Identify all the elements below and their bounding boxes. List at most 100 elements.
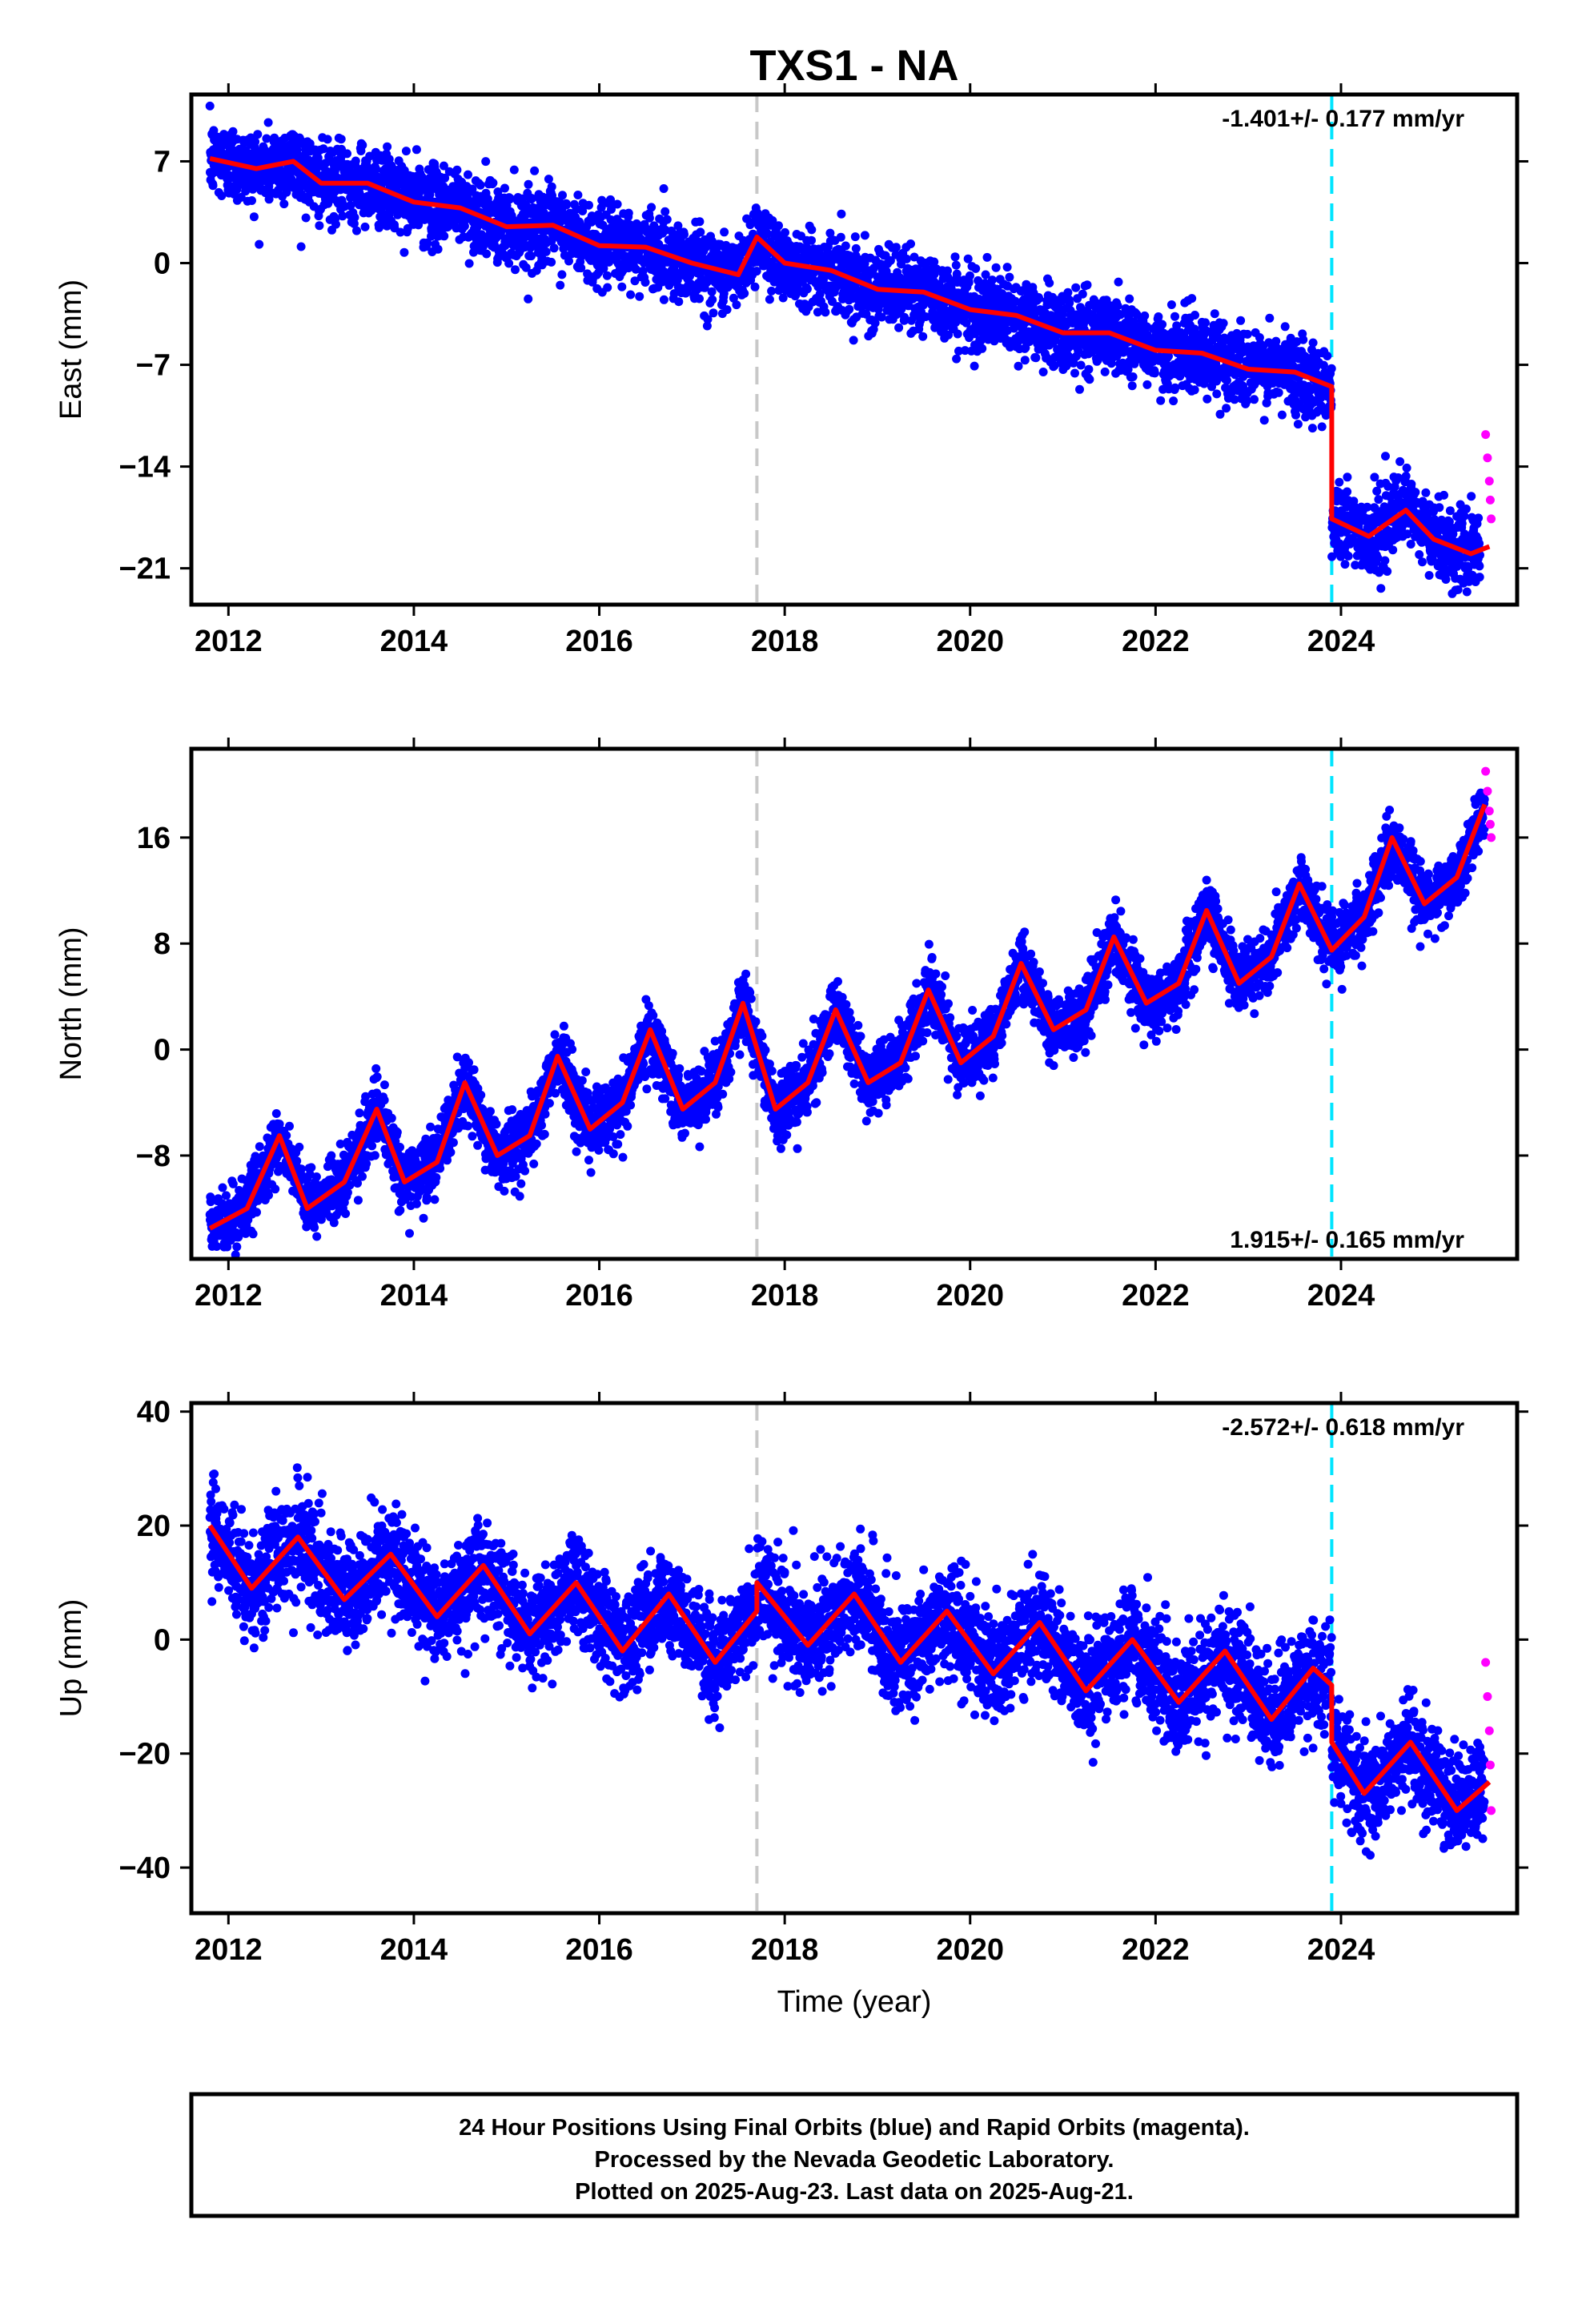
data-point [1274,388,1283,397]
data-point [217,191,227,200]
data-point [765,295,774,304]
data-point [964,278,974,287]
data-point [236,192,246,202]
data-point [541,247,551,256]
data-point [464,170,472,179]
data-point [952,354,962,364]
data-point [538,192,548,202]
data-point [313,153,323,163]
data-point [1374,495,1383,505]
data-point [1461,505,1471,513]
data-point [1457,519,1467,529]
data-point [452,165,462,175]
data-point [695,217,705,227]
data-point [384,155,394,164]
data-point [460,221,469,231]
data-point [1114,277,1123,287]
data-point [562,200,572,210]
data-point [680,230,689,239]
data-point [1343,472,1352,482]
data-point [954,346,963,356]
data-point [708,295,717,304]
data-point [1158,320,1167,329]
data-point [352,226,361,235]
data-point [1154,312,1163,321]
data-point [1307,424,1317,433]
data-point [1127,381,1137,391]
data-point [315,221,324,231]
data-point [1259,416,1269,425]
data-point [602,271,612,280]
data-point [707,287,717,296]
data-point [279,199,289,209]
data-point [720,227,729,237]
data-point [982,252,992,262]
data-point [1439,490,1448,500]
data-point [841,241,850,251]
data-point [504,259,514,268]
data-point [1343,551,1353,561]
data-point [906,239,915,248]
data-point [1170,312,1179,321]
data-point [282,187,291,197]
data-point [662,215,672,224]
data-point [644,213,654,223]
data-point [1277,410,1287,420]
data-point [891,243,901,252]
data-point [763,229,773,239]
data-point [971,263,981,273]
data-point [624,208,633,218]
data-point [1140,311,1150,320]
data-point [549,243,559,253]
data-point [1435,503,1444,513]
data-point [1201,318,1210,328]
data-point [661,207,670,216]
data-point [901,315,909,324]
data-point [1383,567,1392,576]
data-point [849,336,858,345]
data-point [524,179,533,189]
data-point [845,304,854,314]
data-point [433,244,443,254]
data-point [400,247,409,257]
data-point [673,221,683,231]
data-point [1421,488,1431,497]
data-point [909,252,919,262]
data-point [1376,584,1386,593]
data-point [1005,272,1014,282]
data-point [584,200,593,210]
data-point [383,142,392,151]
data-point [963,254,973,263]
data-point [930,257,939,267]
data-point [319,144,328,154]
data-point [371,164,381,174]
data-point [722,305,732,315]
data-point [603,283,612,292]
data-point [1187,294,1197,304]
data-point [1075,384,1084,394]
data-point [351,156,360,166]
data-point [1166,300,1176,309]
data-point [481,157,491,167]
data-point [557,270,567,279]
data-point [991,263,1001,272]
data-point [1169,396,1178,406]
data-point [208,181,218,191]
data-point [695,294,704,304]
data-point [251,137,260,147]
data-point [1299,335,1308,344]
data-point [1219,319,1228,328]
data-point [524,294,533,304]
data-point [1071,283,1081,292]
data-point [1085,375,1094,384]
data-point [412,145,421,155]
data-point [558,191,567,200]
data-point [509,165,519,175]
data-point [1293,420,1303,429]
data-point [1222,404,1231,413]
data-point [464,259,474,268]
data-point [836,232,845,242]
data-point [768,216,777,225]
data-point [640,278,650,287]
data-point [978,344,987,353]
